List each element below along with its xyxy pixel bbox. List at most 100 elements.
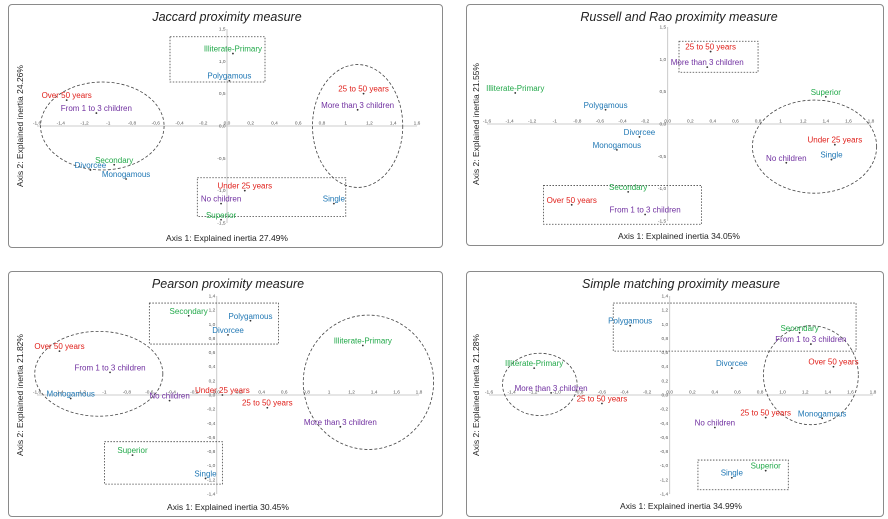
- x-tick-label: 0,4: [271, 121, 278, 127]
- x-tick-label: 1,0: [779, 390, 786, 396]
- data-label: Superior: [117, 446, 148, 455]
- x-tick-label: -1,4: [55, 390, 64, 396]
- y-axis-title: Axis 2: Explained inertia 24.26%: [15, 65, 25, 187]
- data-point: [220, 218, 222, 221]
- x-tick-label: 1,8: [416, 390, 423, 396]
- data-point: [604, 108, 607, 111]
- y-tick-label: -1,4: [207, 492, 216, 498]
- data-label: Monogamous: [102, 170, 150, 179]
- data-label: Monogamous: [46, 390, 94, 399]
- data-point: [109, 371, 111, 374]
- data-point: [785, 161, 788, 164]
- data-label: Over 50 years: [34, 342, 84, 351]
- data-point: [131, 454, 134, 457]
- x-tick-label: 0,6: [732, 119, 739, 125]
- x-axis-title: Axis 1: Explained inertia 34.99%: [620, 501, 742, 511]
- x-tick-label: 1,2: [348, 390, 355, 396]
- data-label: Secondary: [95, 156, 133, 165]
- y-tick-label: 0,0: [219, 124, 226, 130]
- x-tick-label: 0,8: [755, 119, 762, 125]
- data-point: [339, 425, 342, 428]
- y-tick-label: -0,4: [660, 421, 669, 427]
- data-label: Secondary: [780, 324, 818, 333]
- y-tick-label: -0,8: [207, 449, 216, 455]
- data-label: Divorcee: [75, 161, 107, 170]
- y-tick-label: -0,8: [660, 449, 669, 455]
- data-label: Single: [323, 195, 346, 204]
- x-tick-label: -0,2: [641, 119, 650, 125]
- data-label: Over 50 years: [42, 91, 92, 100]
- y-tick-label: -1,0: [660, 463, 669, 469]
- group-box: [543, 185, 702, 225]
- data-label: Secondary: [609, 183, 647, 192]
- data-label: 25 to 50 years: [685, 43, 736, 52]
- x-tick-label: -1: [106, 121, 111, 127]
- x-tick-label: -0,6: [145, 390, 154, 396]
- y-tick-label: -0,6: [660, 435, 669, 441]
- chart-russell-rao: Russell and Rao proximity measure -1,6 -1,…: [471, 10, 878, 241]
- y-tick-label: -0,6: [207, 435, 216, 441]
- y-tick-label: 1,0: [662, 322, 669, 328]
- x-tick-label: -1,2: [78, 390, 87, 396]
- data-label: No children: [201, 195, 241, 204]
- group-ellipse: [502, 352, 578, 416]
- y-tick-label: -1,2: [207, 477, 216, 483]
- group-ellipse: [312, 64, 404, 188]
- data-point: [361, 344, 364, 347]
- y-tick-label: 0,8: [209, 336, 216, 342]
- group-box: [697, 459, 789, 491]
- y-tick-label: 1,2: [209, 308, 216, 314]
- data-point: [713, 426, 716, 429]
- y-tick-label: 1,0: [660, 57, 667, 63]
- data-label: Under 25 years: [195, 386, 250, 395]
- x-tick-label: 0,0: [224, 121, 231, 127]
- y-tick-label: 0,0: [662, 393, 669, 399]
- data-label: Polygamous: [608, 317, 652, 326]
- y-tick-label: 1,5: [219, 27, 226, 33]
- x-tick-label: 0,8: [757, 390, 764, 396]
- data-point: [332, 202, 335, 205]
- y-tick-label: 1,4: [662, 294, 669, 300]
- x-tick-label: -0,6: [152, 121, 161, 127]
- x-tick-label: -0,2: [190, 390, 199, 396]
- chart-jaccard: Jaccard proximity measure -1,6 -1,4 -1,2 -1 -…: [15, 10, 421, 243]
- x-tick-label: 1,2: [366, 121, 373, 127]
- y-tick-label: 0,4: [209, 364, 216, 370]
- data-point: [615, 148, 618, 151]
- data-label: Single: [820, 151, 843, 160]
- x-tick-label: -0,8: [123, 390, 132, 396]
- data-label: Secondary: [170, 307, 208, 316]
- x-tick-label: 0,0: [666, 390, 673, 396]
- x-axis-title: Axis 1: Explained inertia 27.49%: [166, 233, 288, 243]
- y-axis-title: Axis 2: Explained inertia 21.55%: [471, 63, 481, 185]
- group-ellipse: [752, 99, 878, 194]
- x-tick-label: 0,2: [687, 119, 694, 125]
- data-point: [644, 213, 647, 216]
- data-point: [730, 476, 733, 479]
- data-label: Monogamous: [593, 141, 641, 150]
- data-point: [89, 169, 92, 171]
- y-tick-label: -1,5: [658, 219, 667, 225]
- data-point: [221, 394, 224, 396]
- data-label: More than 3 children: [515, 384, 588, 393]
- x-tick-label: 0,6: [281, 390, 288, 396]
- data-label: Over 50 years: [808, 358, 858, 367]
- data-label: Single: [721, 469, 744, 478]
- x-tick-label: -0,4: [175, 121, 184, 127]
- group-ellipse: [34, 330, 164, 417]
- y-tick-label: -1,2: [660, 477, 669, 483]
- x-tick-label: 1,6: [845, 119, 852, 125]
- data-point: [228, 79, 231, 82]
- y-tick-label: -0,2: [660, 407, 669, 413]
- data-label: Divorcee: [212, 326, 244, 335]
- data-point: [798, 331, 801, 334]
- data-label: From 1 to 3 children: [61, 104, 132, 113]
- data-point: [764, 469, 767, 472]
- data-point: [550, 391, 553, 394]
- chart-simple-matching: Simple matching proximity measure -1,6 -1,…: [471, 277, 877, 511]
- x-tick-label: 0,2: [689, 390, 696, 396]
- data-point: [113, 163, 116, 166]
- data-point: [764, 416, 767, 419]
- data-label: 25 to 50 years: [242, 399, 293, 408]
- data-point: [266, 406, 269, 409]
